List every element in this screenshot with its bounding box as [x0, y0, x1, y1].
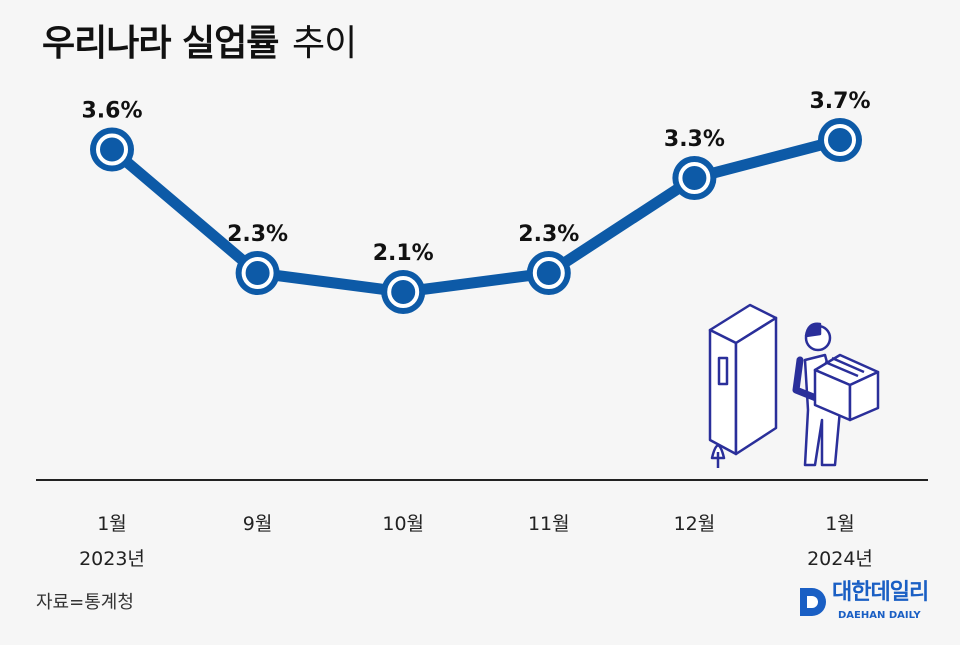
source-note: 자료=통계청 — [36, 592, 134, 613]
data-label: 3.7% — [809, 89, 870, 114]
unemployed-person-illustration — [708, 303, 880, 468]
series-line — [108, 134, 842, 298]
x-tick-label: 9월 — [243, 513, 273, 535]
x-tick-label: 11월 — [528, 513, 570, 535]
daehan-daily-logo: 대한데일리 DAEHAN DAILY — [798, 580, 958, 624]
x-tick-label: 10월 — [382, 513, 424, 535]
logo-d-icon — [800, 588, 826, 616]
data-point-inner — [678, 162, 711, 194]
data-label: 3.3% — [664, 127, 725, 152]
data-point-inner — [532, 257, 565, 289]
title-light: 추이 — [292, 23, 357, 64]
x-tick-year: 2024년 — [807, 548, 873, 570]
x-tick-label: 1월 — [825, 513, 855, 535]
data-point-inner — [824, 124, 856, 156]
data-point-inner — [241, 257, 274, 289]
data-label: 2.3% — [518, 222, 579, 247]
title-bold: 우리나라 실업률 — [42, 23, 279, 64]
logo-korean: 대한데일리 — [832, 580, 929, 605]
x-tick-label: 1월 — [97, 513, 127, 535]
data-label: 2.3% — [227, 222, 288, 247]
data-label: 3.6% — [81, 99, 142, 124]
data-label: 2.1% — [373, 241, 434, 266]
data-point-inner — [387, 276, 420, 308]
logo-english: DAEHAN DAILY — [838, 610, 921, 621]
x-tick-label: 12월 — [674, 513, 716, 535]
x-tick-year: 2023년 — [79, 548, 145, 570]
data-point-inner — [96, 133, 128, 166]
